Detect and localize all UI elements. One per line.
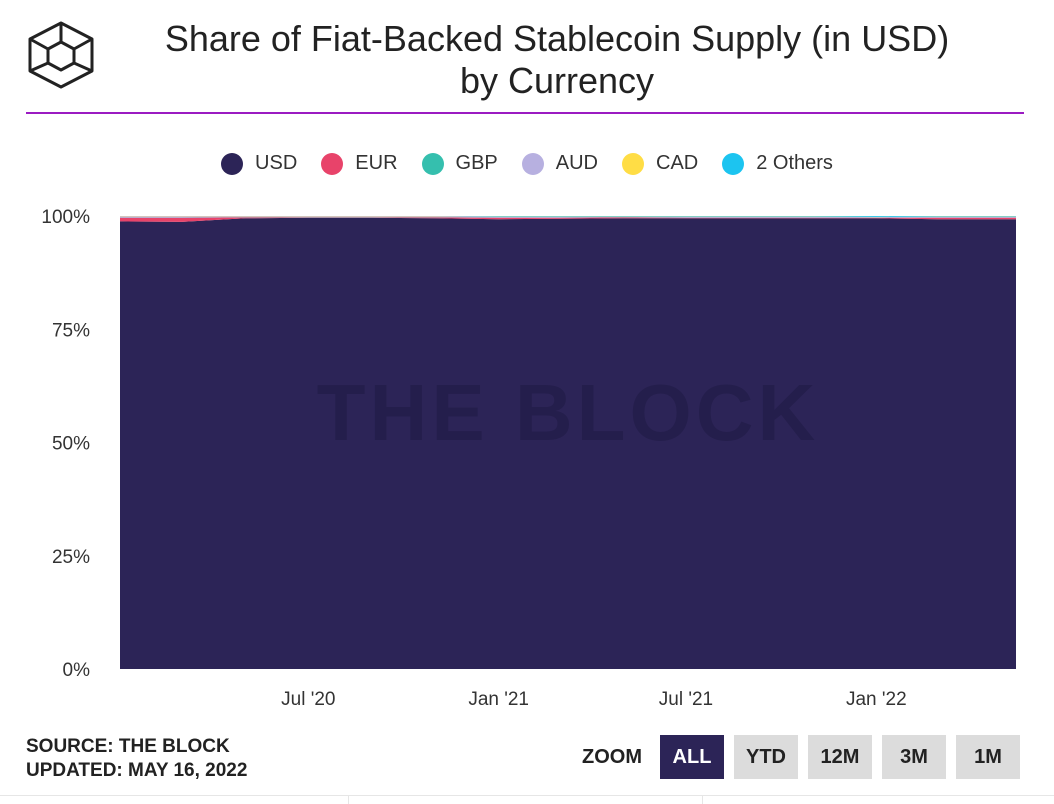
bottom-divider-tick [702, 795, 703, 804]
legend-label: USD [255, 152, 298, 174]
legend-swatch-icon [722, 152, 745, 175]
source-text: SOURCE: THE BLOCK [26, 736, 230, 757]
legend-swatch-icon [421, 152, 444, 175]
area-series-aud[interactable] [120, 216, 1016, 218]
chart-title: Share of Fiat-Backed Stablecoin Supply (… [100, 18, 1014, 102]
watermark-text: THE BLOCK [317, 368, 820, 457]
chart-legend: USD EUR GBP AUD CAD 2 Others [0, 152, 1054, 175]
y-tick-label: 100% [41, 207, 90, 228]
legend-label: 2 Others [756, 152, 833, 174]
x-tick-label: Jan '22 [846, 689, 907, 710]
zoom-1m-button[interactable]: 1M [956, 735, 1020, 779]
zoom-ytd-button[interactable]: YTD [734, 735, 798, 779]
zoom-label: ZOOM [582, 745, 642, 768]
title-divider [26, 112, 1024, 114]
y-tick-label: 50% [52, 434, 90, 455]
area-series-cad[interactable] [120, 216, 1016, 218]
bottom-divider [0, 795, 1054, 796]
area-series-usd[interactable] [120, 217, 1016, 670]
legend-swatch-icon [321, 152, 344, 175]
the-block-logo-icon [28, 21, 94, 89]
legend-item-aud[interactable]: AUD [521, 152, 598, 175]
legend-swatch-icon [521, 152, 544, 175]
legend-label: AUD [555, 152, 598, 174]
legend-label: GBP [455, 152, 498, 174]
zoom-controls: ZOOM ALL YTD 12M 3M 1M [582, 735, 1020, 779]
legend-item-usd[interactable]: USD [221, 152, 297, 175]
legend-item-2-others[interactable]: 2 Others [722, 152, 833, 175]
zoom-12m-button[interactable]: 12M [808, 735, 872, 779]
legend-item-eur[interactable]: EUR [321, 152, 398, 175]
chart-title-line1: Share of Fiat-Backed Stablecoin Supply (… [164, 18, 950, 59]
updated-text: UPDATED: MAY 16, 2022 [26, 760, 248, 781]
legend-item-gbp[interactable]: GBP [421, 152, 498, 175]
area-series-eur[interactable] [120, 217, 1016, 222]
zoom-all-button[interactable]: ALL [660, 735, 724, 779]
x-tick-label: Jul '21 [659, 689, 713, 710]
area-series-2-others[interactable] [120, 216, 1016, 217]
legend-label: EUR [355, 152, 398, 174]
bottom-divider-tick [348, 795, 349, 804]
source-info: SOURCE: THE BLOCK UPDATED: MAY 16, 2022 [26, 735, 247, 783]
x-tick-label: Jul '20 [281, 689, 335, 710]
legend-label: CAD [656, 152, 699, 174]
zoom-3m-button[interactable]: 3M [882, 735, 946, 779]
legend-swatch-icon [622, 152, 644, 175]
area-series-gbp[interactable] [120, 217, 1016, 218]
legend-item-cad[interactable]: CAD [622, 152, 698, 175]
stacked-area-chart: THE BLOCK 0% 25% 50% 75% 100% Jul '20 Jan '21 Ju… [41, 207, 1016, 710]
y-tick-label: 0% [63, 660, 91, 681]
x-tick-label: Jan '21 [468, 689, 529, 710]
y-tick-label: 75% [52, 320, 90, 341]
legend-swatch-icon [221, 152, 244, 175]
chart-title-line2: by Currency [459, 60, 655, 101]
y-tick-label: 25% [52, 547, 90, 568]
